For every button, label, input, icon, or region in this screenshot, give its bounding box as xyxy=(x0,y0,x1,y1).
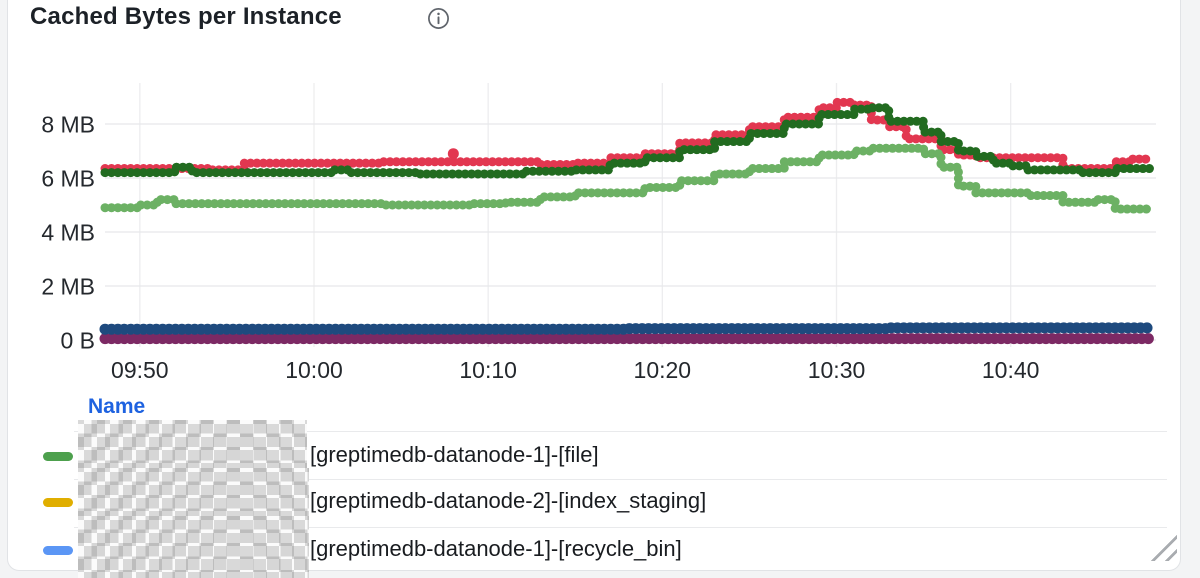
series-marker[interactable] xyxy=(43,546,73,555)
legend-row[interactable]: [greptimedb-datanode-2]-[index_staging] xyxy=(0,480,1180,526)
redacted-series-name xyxy=(78,420,307,471)
legend-separator xyxy=(74,527,1167,528)
x-tick-label: 10:00 xyxy=(285,357,343,383)
series-marker[interactable] xyxy=(43,452,73,461)
series-line-dark-blue[interactable] xyxy=(99,322,1156,335)
x-tick-label: 09:50 xyxy=(111,357,169,383)
outlier-point-red[interactable] xyxy=(447,148,459,160)
redacted-series-name xyxy=(78,516,309,578)
info-circle-icon[interactable] xyxy=(427,7,450,30)
legend-separator xyxy=(74,479,1167,480)
legend-separator xyxy=(74,431,1167,432)
legend-row[interactable]: [greptimedb-datanode-1]-[recycle_bin] xyxy=(0,528,1180,574)
legend-column-header-name[interactable]: Name xyxy=(88,395,146,418)
series-line-dark-green[interactable] xyxy=(100,103,1155,179)
y-tick-label: 4 MB xyxy=(41,220,95,246)
y-tick-label: 0 B xyxy=(60,328,95,354)
legend-series-label[interactable]: [greptimedb-datanode-2]-[index_staging] xyxy=(310,488,707,513)
y-tick-label: 8 MB xyxy=(41,112,95,138)
x-tick-label: 10:40 xyxy=(982,357,1040,383)
x-tick-label: 10:30 xyxy=(808,357,866,383)
timeseries-chart[interactable]: 09:50 10:00 10:10 10:20 10:30 10:40 8 MB 6 MB 4 … xyxy=(0,0,1200,395)
x-tick-label: 10:10 xyxy=(459,357,517,383)
panel-title[interactable]: Cached Bytes per Instance xyxy=(30,3,342,30)
series-marker[interactable] xyxy=(43,498,73,507)
legend-row[interactable]: [greptimedb-datanode-1]-[file] xyxy=(0,434,1180,480)
legend-series-label[interactable]: [greptimedb-datanode-1]-[recycle_bin] xyxy=(310,536,682,561)
legend-series-label[interactable]: [greptimedb-datanode-1]-[file] xyxy=(310,442,599,467)
y-tick-label: 2 MB xyxy=(41,274,95,300)
y-tick-label: 6 MB xyxy=(41,166,95,192)
x-tick-label: 10:20 xyxy=(634,357,692,383)
series-line-light-green[interactable] xyxy=(100,143,1155,214)
